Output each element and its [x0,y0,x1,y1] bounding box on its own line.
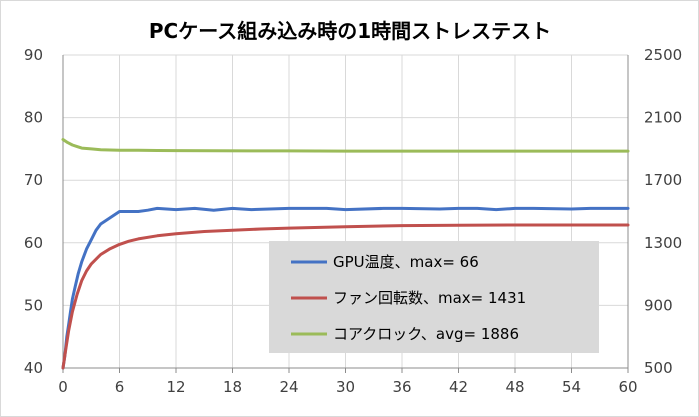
x-tick-label: 24 [279,378,298,396]
x-tick-label: 48 [505,378,524,396]
x-tick-label: 30 [336,378,355,396]
series-line-2 [61,223,630,370]
y-right-tick-label: 2500 [644,46,682,64]
y-left-tick-label: 60 [24,234,43,252]
y-right-tick-label: 900 [644,296,673,314]
x-tick-label: 36 [392,378,411,396]
legend: GPU温度、max= 66 ファン回転数、max= 1431 コアクロック、avg=… [269,241,599,353]
y-right-tick-label: 500 [644,359,673,377]
legend-label-1: GPU温度、max= 66 [333,253,479,271]
y-right-tick-label: 1700 [644,171,682,189]
series-line-1 [61,206,630,370]
x-tick-label: 0 [58,378,68,396]
y-left-tick-label: 90 [24,46,43,64]
y-right-tick-label: 1300 [644,234,682,252]
y-left-tick-label: 80 [24,109,43,127]
y-left-tick-label: 50 [24,296,43,314]
series-line-3 [61,138,630,153]
x-tick-label: 54 [562,378,581,396]
y-left-tick-label: 70 [24,171,43,189]
x-tick-label: 60 [618,378,637,396]
x-tick-label: 6 [115,378,125,396]
x-tick-label: 18 [223,378,242,396]
legend-label-2: ファン回転数、max= 1431 [333,289,526,307]
x-tick-label: 12 [166,378,185,396]
legend-label-3: コアクロック、avg= 1886 [333,325,519,343]
y-left-tick-label: 40 [24,359,43,377]
x-tick-label: 42 [449,378,468,396]
y-right-tick-label: 2100 [644,109,682,127]
chart-title: PCケース組み込み時の1時間ストレステスト [149,19,551,43]
